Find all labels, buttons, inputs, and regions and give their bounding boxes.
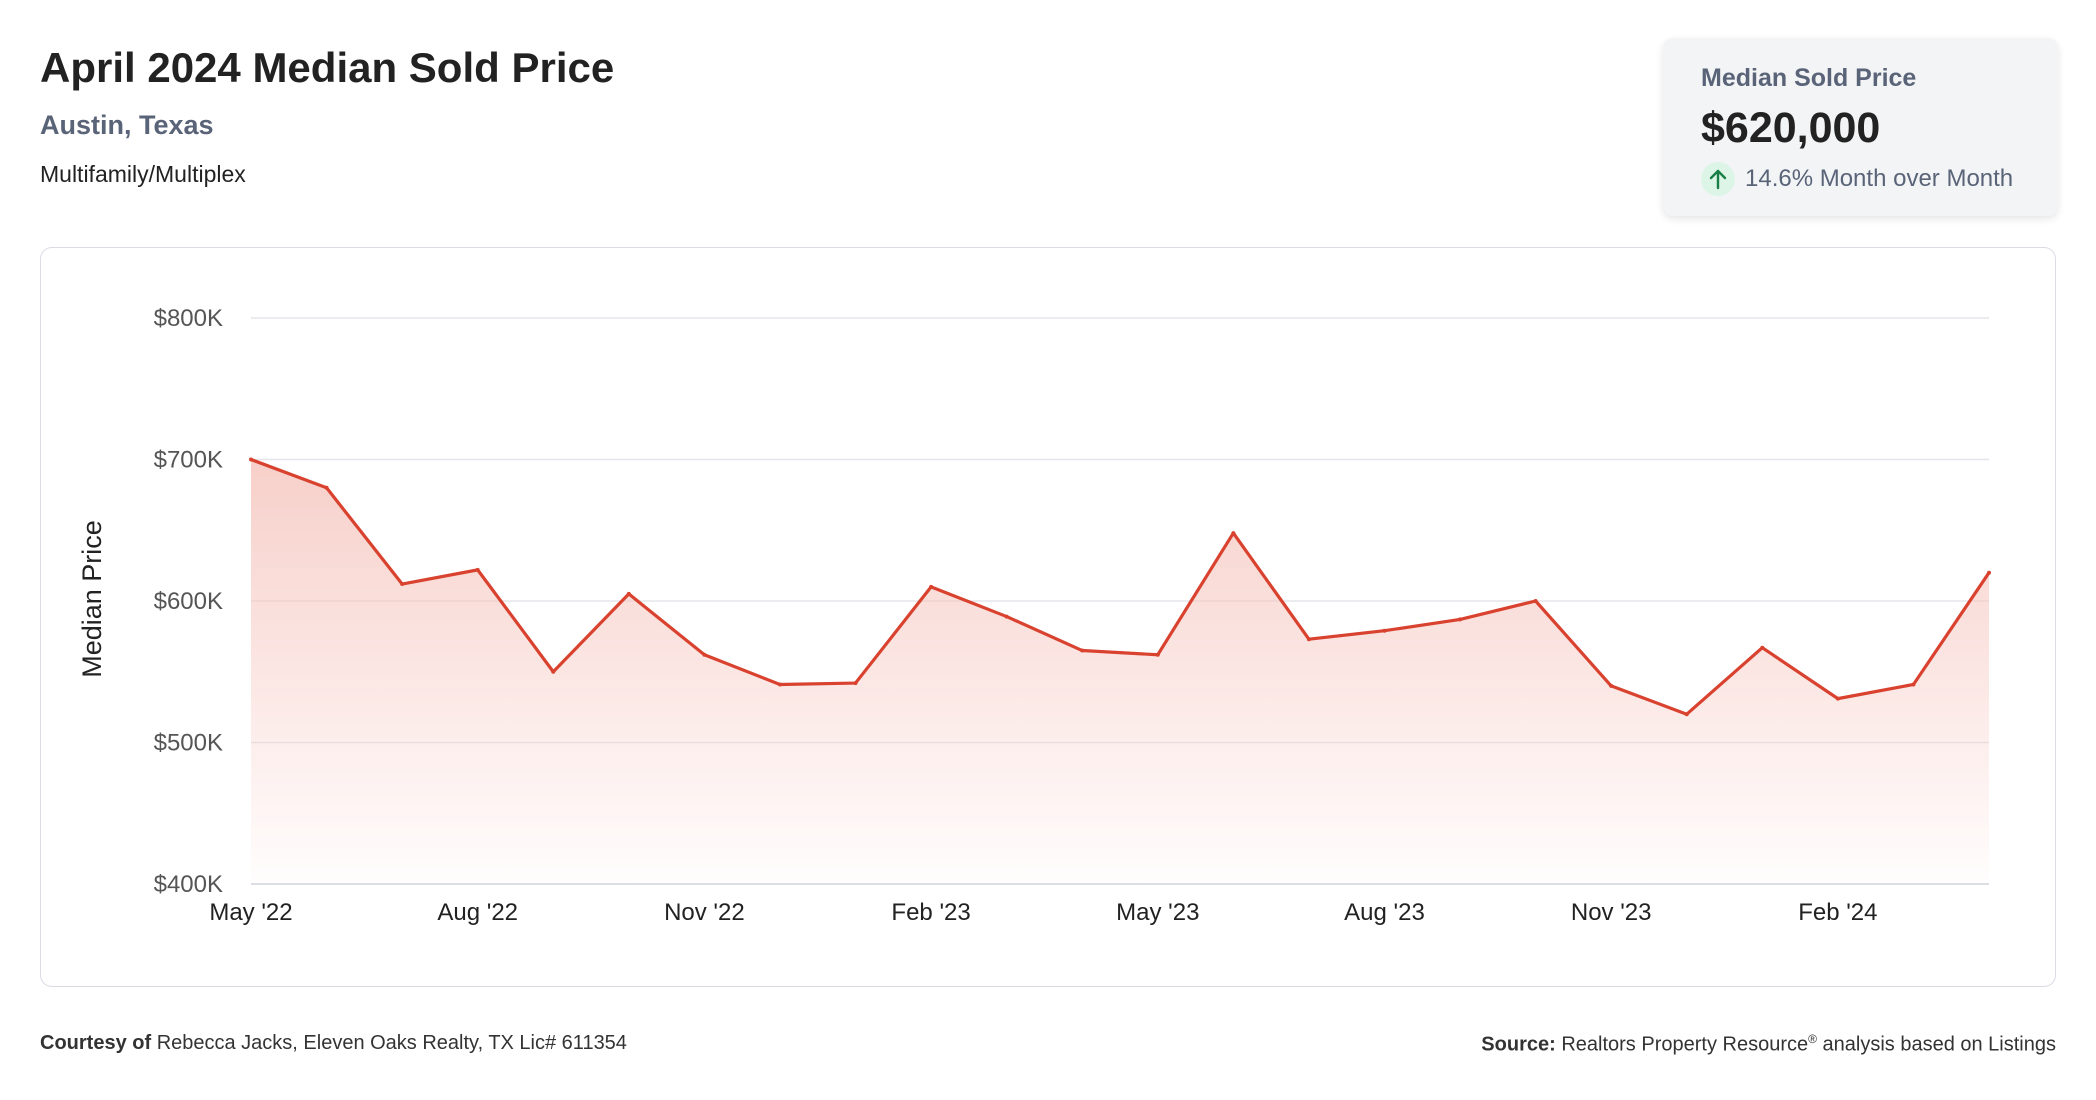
source-suffix: analysis based on Listings xyxy=(1822,1033,2056,1056)
kpi-change-text: 14.6% Month over Month xyxy=(1745,165,2014,192)
courtesy-label: Courtesy of xyxy=(40,1032,152,1054)
x-tick-label: Nov '23 xyxy=(1571,899,1652,926)
data-point xyxy=(1911,682,1916,687)
series-area xyxy=(251,459,1989,884)
data-point xyxy=(702,652,707,657)
data-point xyxy=(1835,696,1840,701)
chart-container: $400K $500K $600K $700K $800K May '22 Aug '22 N… xyxy=(40,247,2056,987)
arrow-up-icon xyxy=(1701,162,1735,196)
data-point xyxy=(1533,599,1538,603)
courtesy-footer: Courtesy of Rebecca Jacks, Eleven Oaks R… xyxy=(40,1032,627,1055)
data-point xyxy=(475,567,480,572)
kpi-label: Median Sold Price xyxy=(1701,64,1917,92)
data-point xyxy=(1609,683,1614,688)
data-point xyxy=(853,681,858,686)
data-point xyxy=(400,582,405,587)
y-axis-title: Median Price xyxy=(77,520,107,678)
x-tick-label: Feb '23 xyxy=(891,899,970,926)
x-tick-label: Feb '24 xyxy=(1798,899,1877,926)
data-point xyxy=(249,457,253,462)
data-point xyxy=(1231,531,1236,536)
data-point xyxy=(777,682,782,687)
registered-mark: ® xyxy=(1808,1032,1817,1046)
data-point xyxy=(929,584,934,589)
y-tick-label: $600K xyxy=(154,588,223,615)
source-text: Realtors Property Resource xyxy=(1561,1033,1809,1056)
data-point xyxy=(551,669,556,674)
data-point xyxy=(1987,570,1991,575)
data-point xyxy=(1684,712,1689,717)
data-point xyxy=(1382,628,1387,633)
location-subtitle: Austin, Texas xyxy=(40,110,214,140)
data-point xyxy=(1458,617,1463,622)
data-point xyxy=(1080,648,1085,653)
x-tick-label: May '23 xyxy=(1116,899,1199,926)
y-tick-label: $700K xyxy=(154,447,223,474)
series-line xyxy=(249,457,1991,716)
x-tick-label: May '22 xyxy=(209,899,292,926)
x-tick-label: Nov '22 xyxy=(664,899,745,926)
kpi-value: $620,000 xyxy=(1701,104,1881,152)
page-title: April 2024 Median Sold Price xyxy=(40,44,615,91)
data-point xyxy=(1306,637,1311,642)
data-point xyxy=(324,485,329,490)
kpi-change: 14.6% Month over Month xyxy=(1701,162,2013,196)
data-point xyxy=(1155,652,1160,657)
data-point xyxy=(1004,614,1009,619)
y-tick-label: $800K xyxy=(154,305,223,332)
property-type: Multifamily/Multiplex xyxy=(40,161,246,187)
median-price-chart: $400K $500K $600K $700K $800K May '22 Aug '22 N… xyxy=(77,305,1991,926)
data-point xyxy=(1760,645,1765,650)
kpi-card: Median Sold Price $620,000 14.6% Month o… xyxy=(1663,38,2058,216)
data-point xyxy=(626,591,631,596)
source-label: Source: xyxy=(1481,1033,1556,1056)
x-tick-label: Aug '22 xyxy=(437,899,518,926)
y-tick-label: $500K xyxy=(154,730,223,757)
x-tick-label: Aug '23 xyxy=(1344,899,1425,926)
courtesy-text: Rebecca Jacks, Eleven Oaks Realty, TX Li… xyxy=(156,1032,627,1054)
source-footer: Source: Realtors Property Resource® anal… xyxy=(1481,1032,2056,1057)
y-tick-label: $400K xyxy=(154,871,223,898)
